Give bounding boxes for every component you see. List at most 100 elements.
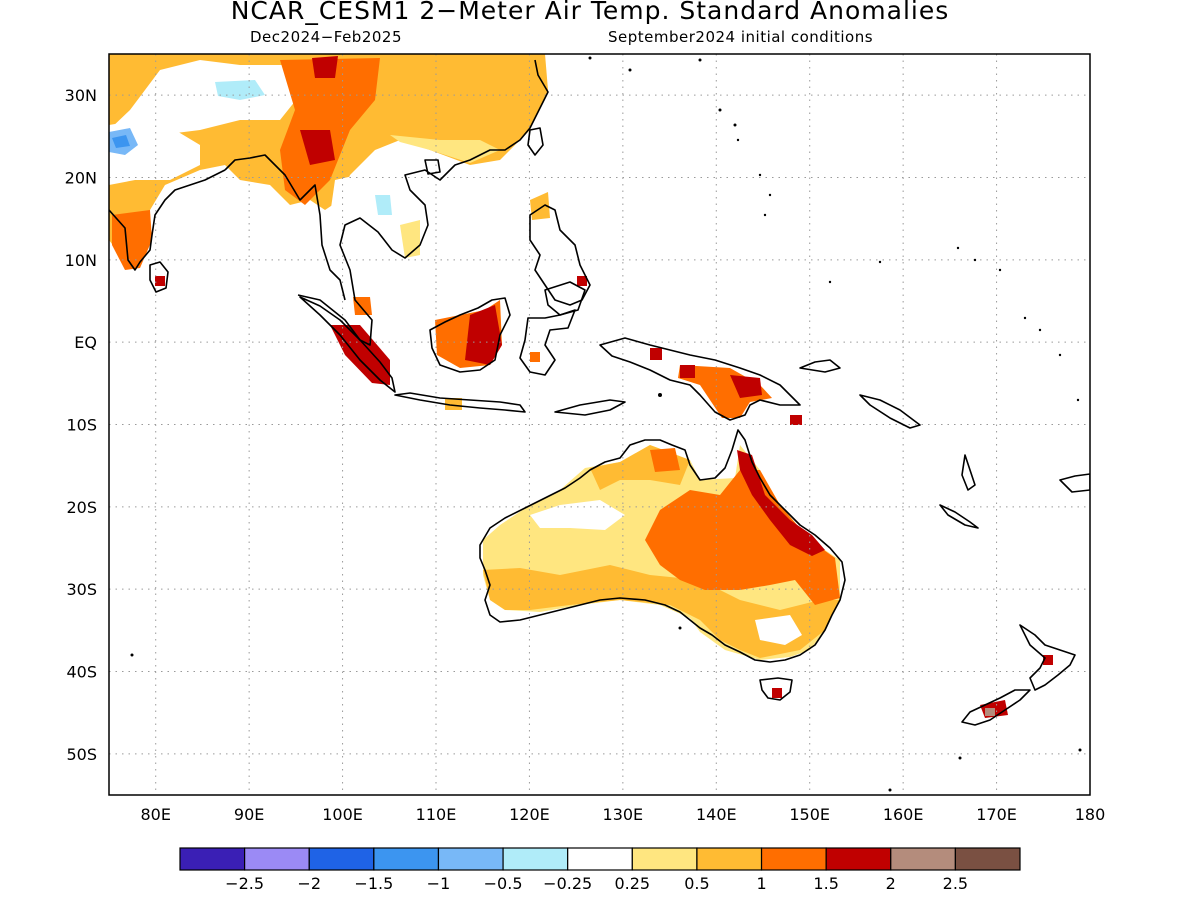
coast-java: [394, 392, 526, 413]
colorbar-swatch: [437, 847, 504, 871]
shade-png-orange: [678, 365, 772, 418]
shade-china-red1: [300, 130, 335, 165]
shade-borneo-red: [465, 305, 502, 365]
plot-area: [109, 54, 1090, 795]
lon-tick-label: 80E: [140, 805, 170, 824]
lat-tick-label: 10N: [65, 251, 97, 270]
colorbar-swatch: [567, 847, 633, 871]
shade-malaya-orange: [353, 297, 372, 315]
shade-aus-se-white: [755, 615, 802, 645]
coast-hainan: [424, 159, 441, 175]
shade-tas-red: [772, 688, 782, 698]
shade-png-red2: [730, 375, 762, 398]
lon-tick-label: 140E: [696, 805, 737, 824]
lon-tick-label: 130E: [603, 805, 644, 824]
shade-thai-blue: [375, 195, 392, 215]
colorbar-label: −2: [297, 874, 321, 893]
coast-newguinea: [599, 337, 801, 421]
lon-tick-label: 150E: [789, 805, 830, 824]
lon-tick-label: 160E: [883, 805, 924, 824]
shade-nb-red: [790, 415, 802, 425]
coast-india: [109, 169, 226, 271]
coast-newcal: [939, 504, 979, 529]
colorbar-swatch: [890, 847, 956, 871]
coast-mindanao: [544, 281, 586, 316]
coast-australia: [479, 429, 846, 663]
lat-tick-label: 40S: [66, 663, 97, 682]
lat-tick-label: 20N: [65, 169, 97, 188]
colorbar-label: 0.25: [614, 874, 650, 893]
lat-tick-label: 30S: [66, 580, 97, 599]
colorbar-swatch: [373, 847, 440, 871]
shade-sulawesi-orange: [530, 352, 540, 362]
coast-malaya: [297, 59, 549, 346]
colorbar-label: −0.5: [484, 874, 523, 893]
lon-tick-label: 100E: [322, 805, 363, 824]
coast-vanuatu: [961, 454, 976, 491]
lon-tick-label: 180: [1075, 805, 1106, 824]
shade-aus-qld-red: [737, 450, 825, 556]
latitude-labels: 30N 20N 10N EQ 10S 20S 30S 40S 50S: [65, 86, 97, 764]
coast-timor: [554, 399, 626, 416]
coast-sumatra: [299, 296, 396, 393]
lat-tick-label: 10S: [66, 416, 97, 435]
colorbar-label: 0.5: [684, 874, 709, 893]
initial-conditions: September2024 initial conditions: [608, 28, 874, 46]
colorbar-label: 2: [886, 874, 896, 893]
colorbar-label: 1: [756, 874, 766, 893]
colorbar-label: −1.5: [354, 874, 393, 893]
shade-aus-northeast-orange: [650, 448, 680, 472]
coast-nz-north: [1019, 624, 1076, 691]
colorbar-swatch: [954, 847, 1021, 871]
coast-sulawesi: [519, 309, 576, 376]
coast-ceylon: [149, 261, 169, 293]
forecast-period: Dec2024−Feb2025: [250, 28, 402, 46]
lat-tick-label: 20S: [66, 498, 97, 517]
colorbar-swatch: [308, 847, 375, 871]
shade-nz-brown: [985, 708, 995, 716]
coastlines: [109, 59, 1090, 726]
shade-aus-white: [530, 500, 625, 530]
colorbar-swatch: [760, 847, 827, 871]
shade-pakistan-blue: [112, 135, 130, 148]
colorbar-swatch: [825, 847, 892, 871]
shade-java-orange: [445, 398, 462, 410]
lon-tick-label: 110E: [416, 805, 457, 824]
shade-indochina-white: [330, 170, 425, 265]
colorbar-swatch: [631, 847, 698, 871]
colorbar-swatch: [244, 847, 310, 871]
colorbar-label: 2.5: [943, 874, 968, 893]
colorbar-label: −1: [427, 874, 451, 893]
coast-borneo: [429, 297, 511, 373]
colorbar-label: −0.25: [543, 874, 592, 893]
longitude-labels: 80E 90E 100E 110E 120E 130E 140E 150E 160E 170E 18…: [140, 805, 1105, 824]
coast-newbritain: [799, 359, 841, 373]
shade-aus-orange-south: [483, 565, 840, 658]
lat-tick-label: EQ: [74, 333, 97, 352]
colorbar-label: 1.5: [813, 874, 838, 893]
coast-taiwan: [527, 127, 544, 156]
coast-philippines: [529, 204, 591, 306]
coast-fiji: [1059, 473, 1090, 493]
coast-tasmania: [759, 677, 793, 701]
lat-tick-label: 50S: [66, 745, 97, 764]
lon-tick-label: 170E: [976, 805, 1017, 824]
coast-nz-south: [961, 689, 1031, 726]
lon-tick-label: 120E: [509, 805, 550, 824]
map-title: NCAR_CESM1 2−Meter Air Temp. Standard An…: [230, 0, 950, 25]
colorbar-swatch: [696, 847, 763, 871]
map-frame: [108, 53, 1091, 796]
shade-png-red3: [680, 365, 695, 378]
shade-asia-yellow: [390, 135, 500, 163]
shade-luzon-orange: [530, 192, 550, 220]
shade-philippines-red: [577, 276, 587, 286]
colorbar-swatch: [179, 847, 246, 871]
anomaly-shading: [109, 54, 1053, 718]
colorbar: −2.5 −2 −1.5 −1 −0.5 −0.25 0.25 0.5 1 1.5 2 2.5: [179, 847, 1021, 893]
shade-png-red1: [650, 348, 662, 360]
colorbar-label: −2.5: [225, 874, 264, 893]
shade-ceylon-red: [155, 276, 165, 286]
lon-tick-label: 90E: [234, 805, 264, 824]
shade-china-red2: [312, 56, 338, 78]
